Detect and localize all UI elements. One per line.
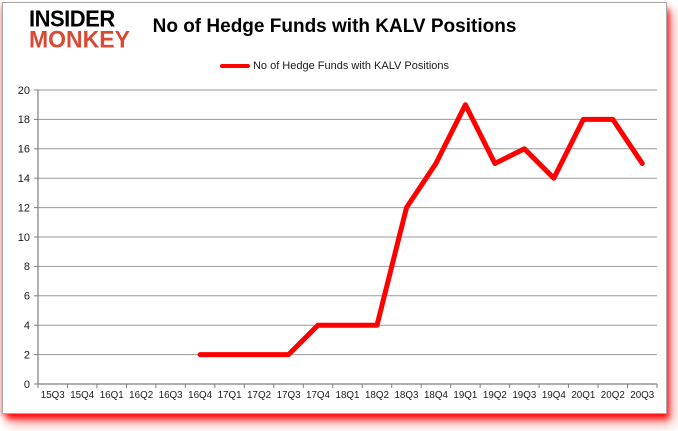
x-tick-label: 18Q1	[336, 390, 360, 401]
x-tick-label: 18Q4	[424, 390, 449, 401]
x-tick-label: 20Q3	[630, 390, 655, 401]
series-line	[197, 102, 645, 358]
x-tick-label: 20Q1	[571, 390, 595, 401]
insider-monkey-logo: INSIDER MONKEY	[29, 5, 130, 53]
y-tick-label: 14	[18, 173, 30, 185]
x-tick-label: 17Q4	[306, 390, 331, 401]
x-tick-label: 16Q1	[100, 390, 124, 401]
legend-line-swatch	[219, 63, 250, 69]
x-tick-label: 15Q3	[41, 390, 66, 401]
y-tick-label: 18	[18, 114, 30, 126]
x-tick-label: 19Q3	[512, 390, 537, 401]
line-chart-plot: 0 2 4 6 8 10 12 14 16 18 20 15Q3 15Q4 16Q1 16Q2 16Q3 16Q…	[18, 85, 658, 401]
x-tick-label: 17Q2	[247, 390, 271, 401]
chart-frame: INSIDER MONKEY No of Hedge Funds with KA…	[2, 2, 667, 414]
x-tick-label: 18Q3	[394, 390, 419, 401]
logo-insider-text: INSIDER	[29, 5, 115, 32]
x-tick-label: 19Q2	[483, 390, 507, 401]
x-tick-label: 15Q4	[70, 390, 95, 401]
y-tick-label: 4	[24, 320, 30, 332]
chart-title: No of Hedge Funds with KALV Positions	[152, 16, 517, 37]
y-tick-label: 0	[24, 379, 30, 391]
x-tick-label: 19Q4	[542, 390, 567, 401]
x-tick-label: 16Q4	[188, 390, 213, 401]
x-tick-label: 18Q2	[365, 390, 389, 401]
x-tick-label: 17Q1	[218, 390, 242, 401]
y-tick-label: 8	[24, 261, 30, 273]
x-tick-label: 19Q1	[453, 390, 477, 401]
logo-monkey-text: MONKEY	[29, 25, 130, 53]
x-tick-label: 20Q2	[601, 390, 625, 401]
x-tick-label: 16Q3	[159, 390, 184, 401]
y-tick-label: 12	[18, 202, 30, 214]
legend-series-label: No of Hedge Funds with KALV Positions	[252, 60, 450, 72]
y-tick-label: 6	[24, 291, 30, 303]
y-tick-label: 16	[18, 144, 30, 156]
legend: No of Hedge Funds with KALV Positions	[3, 60, 666, 72]
y-tick-label: 10	[18, 232, 30, 244]
x-tick-label: 17Q3	[277, 390, 302, 401]
x-tick-label: 16Q2	[129, 390, 153, 401]
y-tick-label: 20	[18, 85, 30, 97]
y-tick-label: 2	[24, 349, 30, 361]
